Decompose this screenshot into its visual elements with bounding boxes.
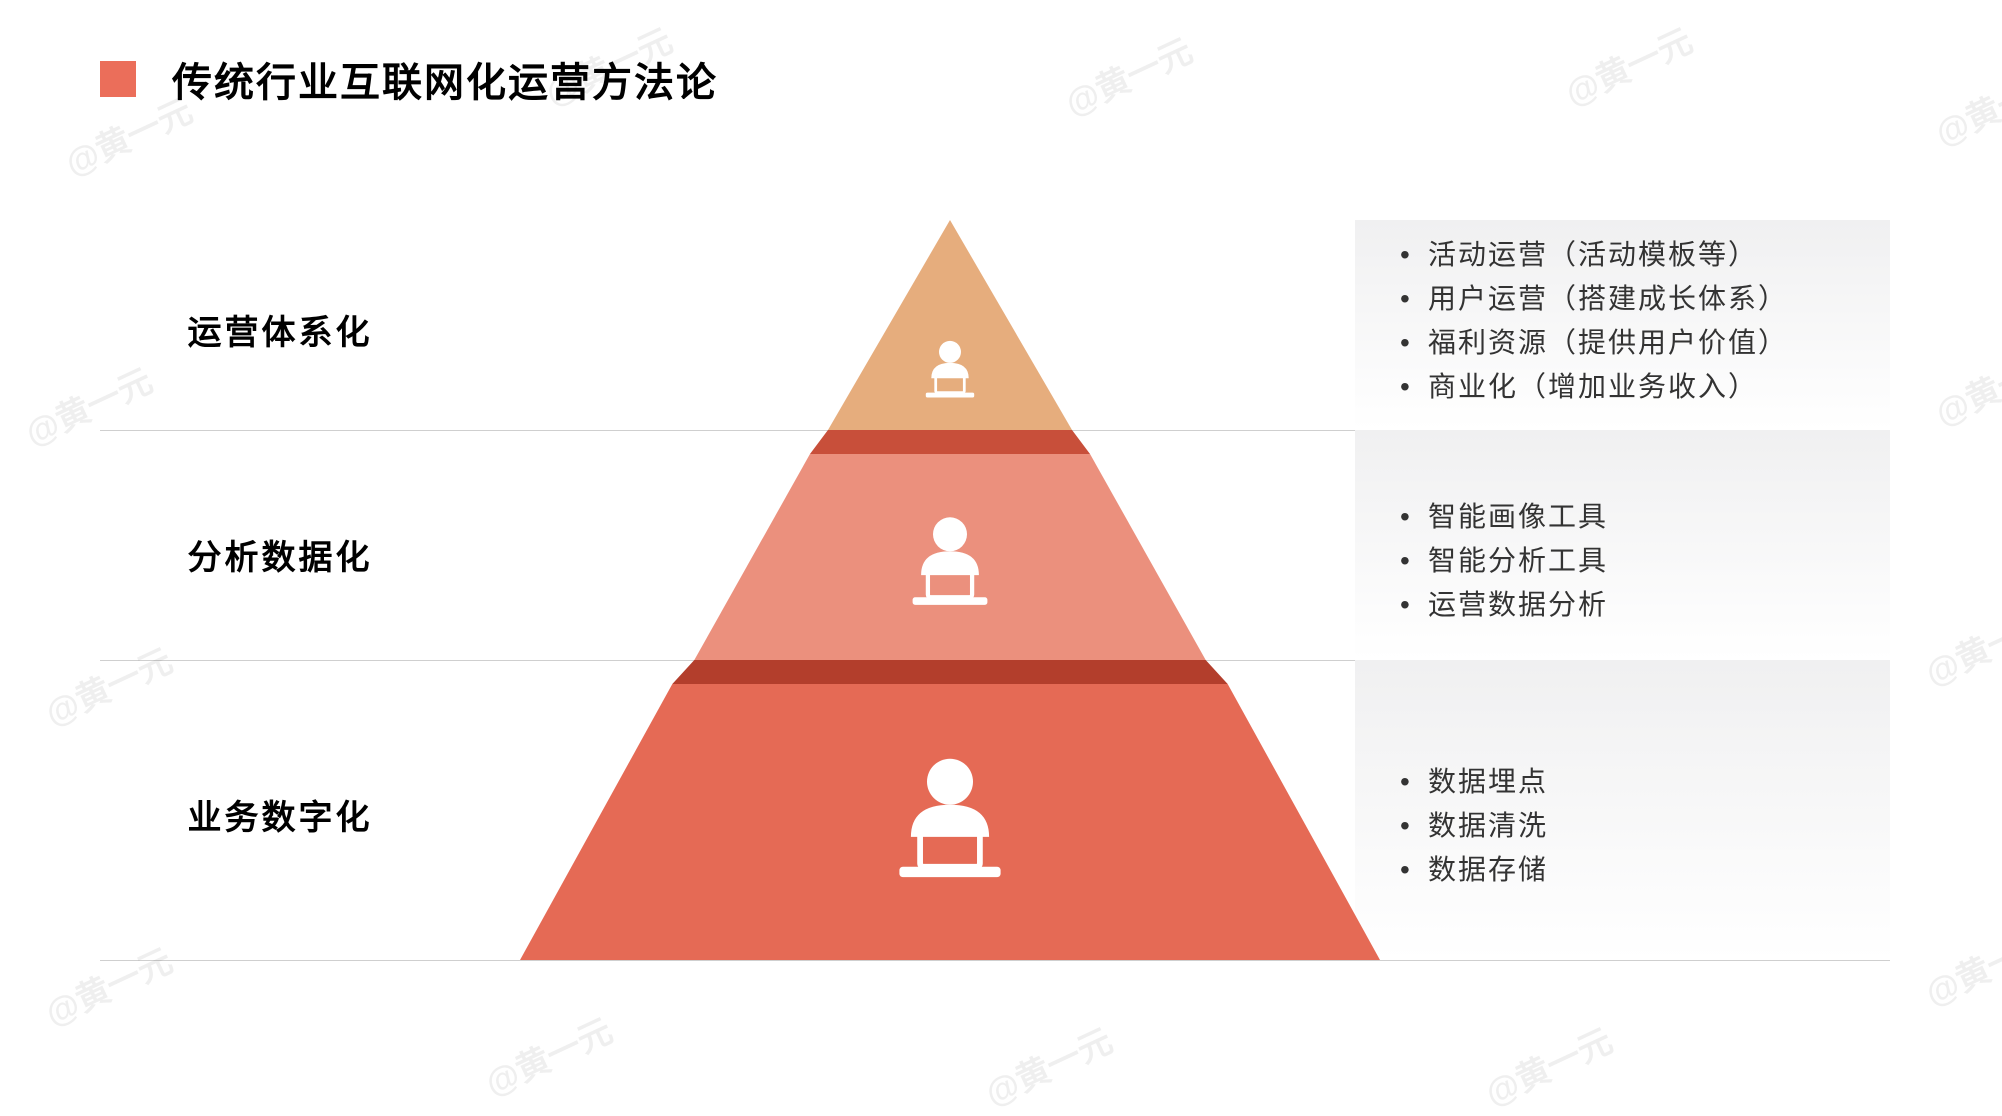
bullet-item: 运营数据分析 (1400, 583, 1880, 627)
pyramid-face-1 (828, 220, 1072, 430)
level-label-2: 分析数据化 (100, 530, 460, 579)
bullet-item: 智能分析工具 (1400, 539, 1880, 583)
bullet-item: 用户运营（搭建成长体系） (1400, 277, 1880, 321)
bullet-item: 数据埋点 (1400, 760, 1880, 804)
bullet-item: 智能画像工具 (1400, 495, 1880, 539)
watermark-text: @黄一元 (976, 1014, 1119, 1116)
watermark-text: @黄一元 (1056, 24, 1199, 126)
watermark-text: @黄一元 (36, 634, 179, 736)
watermark-text: @黄一元 (1916, 914, 2002, 1016)
watermark-text: @黄一元 (1556, 14, 1699, 116)
slide-title: 传统行业互联网化运营方法论 (172, 50, 718, 108)
bullet-item: 福利资源（提供用户价值） (1400, 321, 1880, 365)
watermark-text: @黄一元 (1916, 594, 2002, 696)
bullet-item: 商业化（增加业务收入） (1400, 365, 1880, 409)
bullet-item: 活动运营（活动模板等） (1400, 233, 1880, 277)
watermark-text: @黄一元 (16, 354, 159, 456)
watermark-text: @黄一元 (1476, 1014, 1619, 1116)
watermark-text: @黄一元 (476, 1004, 619, 1106)
divider-3 (100, 960, 1890, 961)
watermark-text: @黄一元 (36, 934, 179, 1036)
slide-root: 传统行业互联网化运营方法论 运营体系化 分析数据化 业务数字化 活动运营（活动模… (0, 0, 2002, 1116)
pyramid (490, 200, 1410, 960)
bullet-item: 数据存储 (1400, 848, 1880, 892)
watermark-text: @黄一元 (1926, 54, 2002, 156)
watermark-text: @黄一元 (1926, 334, 2002, 436)
slide-title-wrap: 传统行业互联网化运营方法论 (100, 50, 718, 108)
title-accent-square (100, 61, 136, 97)
bullets-level-2: 智能画像工具 智能分析工具 运营数据分析 (1400, 495, 1880, 627)
pyramid-svg (490, 200, 1410, 960)
bullets-level-3: 数据埋点 数据清洗 数据存储 (1400, 760, 1880, 892)
bullets-level-1: 活动运营（活动模板等） 用户运营（搭建成长体系） 福利资源（提供用户价值） 商业… (1400, 233, 1880, 409)
level-label-1: 运营体系化 (100, 305, 460, 354)
bullet-item: 数据清洗 (1400, 804, 1880, 848)
level-label-3: 业务数字化 (100, 790, 460, 839)
